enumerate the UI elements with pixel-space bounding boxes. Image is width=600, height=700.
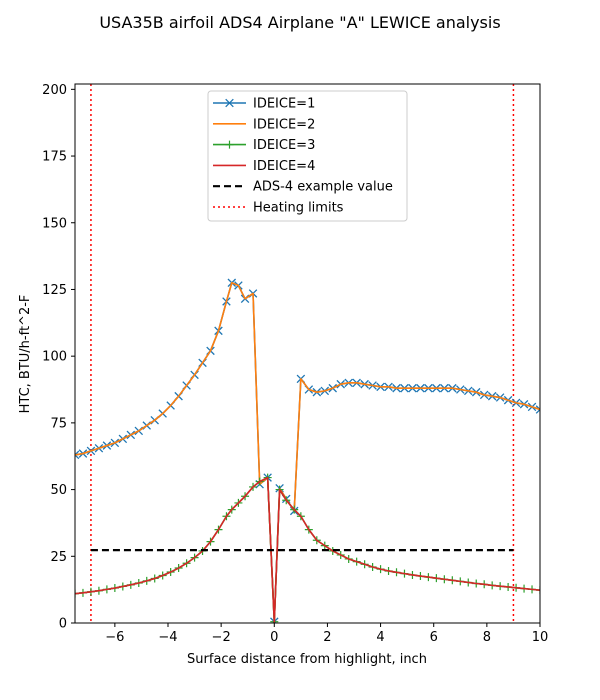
y-tick-label: 175 <box>42 150 67 165</box>
y-tick-label: 200 <box>42 83 67 98</box>
legend-label: ADS-4 example value <box>253 180 393 195</box>
legend-marker <box>225 140 234 149</box>
y-tick-label: 0 <box>59 617 67 632</box>
legend-box <box>207 90 408 222</box>
x-tick-label: 2 <box>323 630 331 645</box>
y-tick-label: 150 <box>42 216 67 231</box>
x-tick-label: −6 <box>105 630 124 645</box>
legend-label: IDEICE=3 <box>253 138 315 153</box>
series-point-ideice-1 <box>535 405 540 414</box>
y-tick-label: 50 <box>50 483 67 498</box>
plot-data <box>75 84 540 623</box>
x-tick-label: −4 <box>158 630 177 645</box>
legend-label: IDEICE=1 <box>253 97 315 112</box>
x-axis-label: Surface distance from highlight, inch <box>187 652 427 667</box>
y-tick-label: 75 <box>50 416 67 431</box>
y-tick-label: 25 <box>50 550 67 565</box>
x-tick-label: −2 <box>212 630 231 645</box>
y-tick-label: 100 <box>42 350 67 365</box>
x-tick-label: 10 <box>532 630 549 645</box>
y-axis-label: HTC, BTU/h-ft^2-F <box>18 295 33 414</box>
chart-title: USA35B airfoil ADS4 Airplane "A" LEWICE … <box>99 13 500 32</box>
x-tick-label: 8 <box>483 630 491 645</box>
series-line-ideice-4 <box>75 476 540 623</box>
series-point-ideice-1 <box>75 450 80 460</box>
series-line-ideice-2 <box>75 281 540 623</box>
legend: IDEICE=1 IDEICE=2 IDEICE=3 IDEICE=4 ADS-4 ex… <box>207 90 408 222</box>
x-tick-label: 0 <box>270 630 278 645</box>
legend-label: IDEICE=2 <box>253 117 315 132</box>
legend-marker <box>225 98 234 108</box>
plot-area <box>75 84 540 623</box>
y-tick-label: 125 <box>42 283 67 298</box>
x-tick-label: 6 <box>430 630 438 645</box>
axes-frame <box>74 83 541 624</box>
legend-label: IDEICE=4 <box>253 159 315 174</box>
series-line-ideice-1 <box>75 281 540 623</box>
legend-label: Heating limits <box>253 201 344 216</box>
x-tick-label: 4 <box>376 630 384 645</box>
